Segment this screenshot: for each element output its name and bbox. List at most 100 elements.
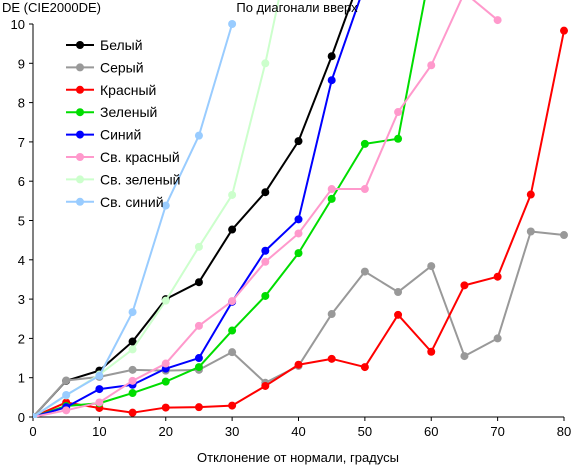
- data-point: [493, 272, 502, 281]
- data-point: [460, 352, 469, 361]
- legend-label: Красный: [100, 82, 156, 98]
- y-tick-label: 9: [18, 56, 25, 71]
- legend-swatch-marker: [76, 153, 84, 161]
- legend: Белый Серый Красный Зеленый Синий Св. красный…: [66, 37, 180, 210]
- data-point: [327, 310, 336, 319]
- series-7: [33, 0, 280, 418]
- data-point: [194, 131, 203, 140]
- x-tick-label: 30: [225, 424, 239, 439]
- data-point: [327, 194, 336, 203]
- y-tick-label: 8: [18, 96, 25, 111]
- data-point: [526, 190, 535, 199]
- data-point: [493, 16, 502, 25]
- data-point: [62, 376, 71, 385]
- x-tick-label: 40: [291, 424, 305, 439]
- data-point: [161, 201, 170, 210]
- legend-item: Зеленый: [66, 104, 157, 120]
- legend-swatch-marker: [76, 41, 84, 49]
- plot-area: 0 1 2 3 4 5 6 7 8 9 10 0 10 20 30 40 50 60 70 80: [11, 0, 571, 439]
- data-point: [560, 26, 568, 35]
- data-point: [560, 231, 568, 240]
- legend-swatch-marker: [76, 175, 84, 184]
- chart-title: По диагонали вверх: [236, 0, 358, 15]
- y-tick-label: 1: [18, 371, 25, 386]
- data-point: [95, 371, 104, 380]
- data-point: [360, 185, 369, 194]
- data-point: [261, 381, 270, 390]
- data-point: [161, 377, 170, 386]
- data-point: [360, 363, 369, 372]
- legend-item: Св. красный: [66, 149, 180, 165]
- series-line: [33, 230, 565, 418]
- series-8: [33, 20, 237, 418]
- data-point: [327, 76, 336, 85]
- data-point: [493, 334, 502, 343]
- legend-label: Св. синий: [100, 194, 164, 210]
- y-tick-label: 6: [18, 174, 25, 189]
- data-point: [95, 385, 104, 394]
- data-point: [194, 321, 203, 330]
- data-point: [194, 354, 203, 363]
- data-point: [228, 190, 237, 199]
- data-point: [261, 59, 270, 68]
- data-point: [261, 188, 270, 197]
- series-3: [33, 26, 568, 418]
- y-tick-label: 7: [18, 135, 25, 150]
- data-point: [460, 281, 469, 290]
- data-point: [194, 278, 203, 287]
- data-point: [128, 365, 137, 374]
- legend-item: Серый: [66, 59, 144, 75]
- data-point: [394, 288, 403, 297]
- legend-item: Св. зеленый: [66, 171, 180, 187]
- x-tick-label: 70: [490, 424, 504, 439]
- legend-swatch-marker: [76, 130, 84, 139]
- x-tick-label: 0: [29, 424, 36, 439]
- data-point: [261, 291, 270, 300]
- data-point: [261, 246, 270, 255]
- data-point: [294, 360, 303, 369]
- data-point: [128, 308, 137, 317]
- y-tick-label: 3: [18, 292, 25, 307]
- x-tick-label: 80: [557, 424, 571, 439]
- y-ticks: 0 1 2 3 4 5 6 7 8 9 10: [11, 17, 33, 425]
- data-point: [228, 326, 237, 335]
- data-point: [294, 249, 303, 258]
- y-tick-label: 2: [18, 331, 25, 346]
- data-point: [394, 108, 403, 117]
- legend-swatch-marker: [76, 63, 84, 72]
- data-point: [294, 229, 303, 238]
- y-tick-label: 4: [18, 253, 25, 268]
- data-point: [161, 296, 170, 305]
- data-point: [228, 225, 237, 234]
- data-point: [526, 227, 535, 236]
- x-ticks: 0 10 20 30 40 50 60 70 80: [29, 417, 571, 439]
- data-point: [161, 359, 170, 368]
- data-point: [128, 345, 137, 354]
- series-4: [33, 0, 426, 418]
- x-axis-label: Отклонение от нормали, градусы: [197, 450, 399, 465]
- legend-swatch-marker: [76, 108, 84, 117]
- x-tick-label: 10: [92, 424, 106, 439]
- data-point: [427, 347, 436, 356]
- data-point: [294, 215, 303, 224]
- series-6: [33, 0, 502, 418]
- data-point: [62, 406, 71, 415]
- data-point: [62, 390, 71, 399]
- y-tick-label: 0: [18, 410, 25, 425]
- data-point: [33, 413, 37, 418]
- data-point: [194, 363, 203, 372]
- legend-item: Синий: [66, 127, 141, 143]
- data-point: [327, 52, 336, 61]
- y-axis-label: DE (CIE2000DE): [2, 0, 101, 15]
- data-point: [95, 398, 104, 407]
- legend-swatch-marker: [76, 85, 84, 94]
- legend-label: Серый: [100, 59, 144, 75]
- data-point: [194, 242, 203, 251]
- data-point: [261, 257, 270, 266]
- data-point: [360, 267, 369, 276]
- y-tick-label: 10: [11, 17, 25, 32]
- y-tick-label: 5: [18, 214, 25, 229]
- data-point: [327, 185, 336, 194]
- legend-swatch-marker: [76, 197, 84, 206]
